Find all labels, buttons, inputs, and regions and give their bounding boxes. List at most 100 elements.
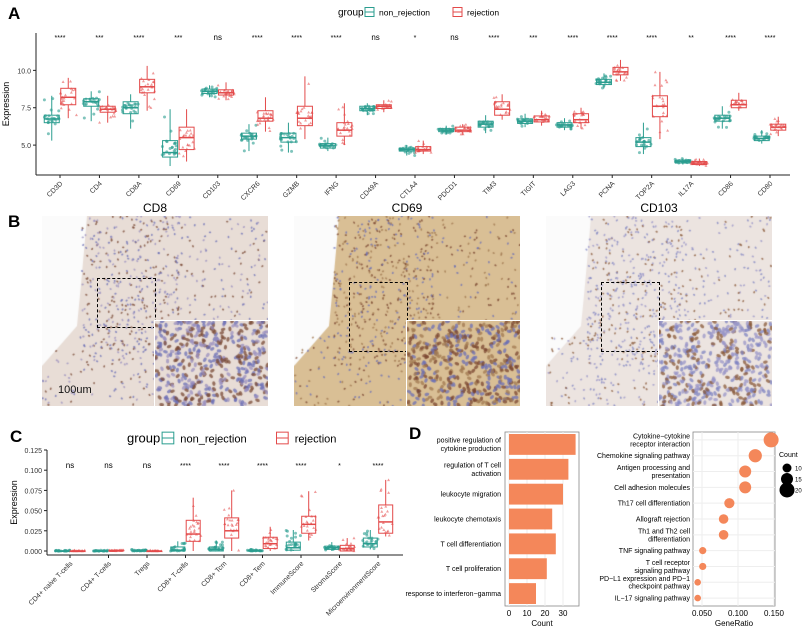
y-tick-label: 0.075 xyxy=(24,488,42,495)
y-axis-label: Expression xyxy=(9,480,19,525)
box-rejection xyxy=(414,139,433,155)
legend-entry-rejection: rejection xyxy=(467,8,499,18)
box-iqr xyxy=(573,113,590,124)
y-tick-label: 5.0 xyxy=(21,143,31,150)
data-point xyxy=(266,537,270,541)
x-tick-label: ImmuneScore xyxy=(270,560,306,596)
data-point xyxy=(504,110,508,113)
box-non_rejection xyxy=(712,106,732,129)
data-point xyxy=(191,140,195,144)
data-point xyxy=(645,127,649,131)
data-point xyxy=(152,97,156,101)
box-iqr xyxy=(170,546,186,552)
data-point xyxy=(302,524,306,528)
x-tick-label: TIGIT xyxy=(520,180,538,198)
significance-label: **** xyxy=(765,35,776,42)
data-point xyxy=(665,80,669,84)
data-point xyxy=(307,123,311,126)
box-rejection xyxy=(59,77,78,119)
data-point xyxy=(385,509,389,513)
data-point xyxy=(46,132,50,136)
data-point xyxy=(59,106,63,110)
significance-label: **** xyxy=(252,35,263,42)
data-point xyxy=(299,121,303,125)
data-point xyxy=(174,144,178,148)
category-label: Th17 cell differentiation xyxy=(618,501,690,508)
data-point xyxy=(309,121,313,125)
category-label: IL−17 signaling pathway xyxy=(615,596,691,603)
data-point xyxy=(113,114,117,118)
data-point xyxy=(256,123,260,126)
zoom-region-box xyxy=(601,282,660,352)
data-point xyxy=(660,84,664,87)
significance-label: **** xyxy=(373,463,384,470)
category-label: TNF signaling pathway xyxy=(619,548,691,555)
data-point xyxy=(310,533,314,536)
data-point xyxy=(289,536,293,540)
data-point xyxy=(268,129,272,132)
ihc-title-cd103: CD103 xyxy=(640,201,678,215)
box-non_rejection xyxy=(359,103,377,116)
data-point xyxy=(189,131,193,135)
legend-size-key xyxy=(782,463,792,473)
x-tick-label: 20 xyxy=(541,609,550,618)
legend-entry-rejection: rejection xyxy=(295,434,337,446)
significance-label: **** xyxy=(257,463,268,470)
data-point xyxy=(141,87,145,91)
data-point xyxy=(74,113,78,117)
inset-image xyxy=(659,321,772,406)
data-point xyxy=(251,141,255,145)
box-non_rejection xyxy=(436,124,456,135)
data-point xyxy=(660,119,664,123)
data-point xyxy=(499,104,503,108)
data-point xyxy=(262,111,266,115)
data-point xyxy=(601,86,605,90)
box-non_rejection xyxy=(169,541,187,553)
data-point xyxy=(716,125,720,129)
data-point xyxy=(181,145,185,149)
y-tick-label: 0.050 xyxy=(24,509,42,516)
panel-label-c: C xyxy=(10,427,23,446)
data-point xyxy=(307,82,311,85)
data-point xyxy=(98,120,102,124)
data-point xyxy=(82,116,86,120)
data-point xyxy=(694,594,701,602)
data-point xyxy=(234,523,238,526)
x-tick-label: CD86 xyxy=(717,180,735,198)
legend-entry: 15 xyxy=(795,478,802,484)
data-point xyxy=(352,536,356,540)
legend-title: Count xyxy=(779,452,798,459)
data-point xyxy=(186,143,190,146)
data-point xyxy=(763,432,779,448)
box-rejection xyxy=(454,122,473,136)
data-point xyxy=(306,114,310,117)
box-rejection xyxy=(295,76,314,140)
category-label: presentation xyxy=(651,473,690,480)
data-point xyxy=(739,481,752,494)
significance-label: *** xyxy=(529,35,537,42)
data-point xyxy=(227,506,231,510)
data-point xyxy=(196,522,200,525)
data-point xyxy=(109,115,113,119)
data-point xyxy=(519,115,523,119)
category-label: Cytokine−cytokine xyxy=(633,433,690,440)
data-point xyxy=(168,147,172,151)
significance-label: * xyxy=(414,35,417,42)
data-point xyxy=(229,533,233,536)
data-point xyxy=(228,94,232,97)
box-non_rejection xyxy=(200,85,219,99)
data-point xyxy=(189,535,193,539)
x-tick-label: CD4+ T-cells xyxy=(80,560,114,594)
x-tick-label: CD8+ Tcm xyxy=(200,560,228,588)
data-point xyxy=(462,124,466,127)
data-point xyxy=(263,118,267,121)
data-point xyxy=(111,105,115,109)
data-point xyxy=(200,93,204,97)
data-point xyxy=(266,540,270,543)
data-point xyxy=(127,103,131,107)
category-label: PD−L1 expression and PD−1 xyxy=(599,576,690,583)
data-point xyxy=(385,530,389,533)
category-label: Cell adhesion molecules xyxy=(614,485,690,492)
data-point xyxy=(60,101,64,105)
data-point xyxy=(341,138,345,141)
